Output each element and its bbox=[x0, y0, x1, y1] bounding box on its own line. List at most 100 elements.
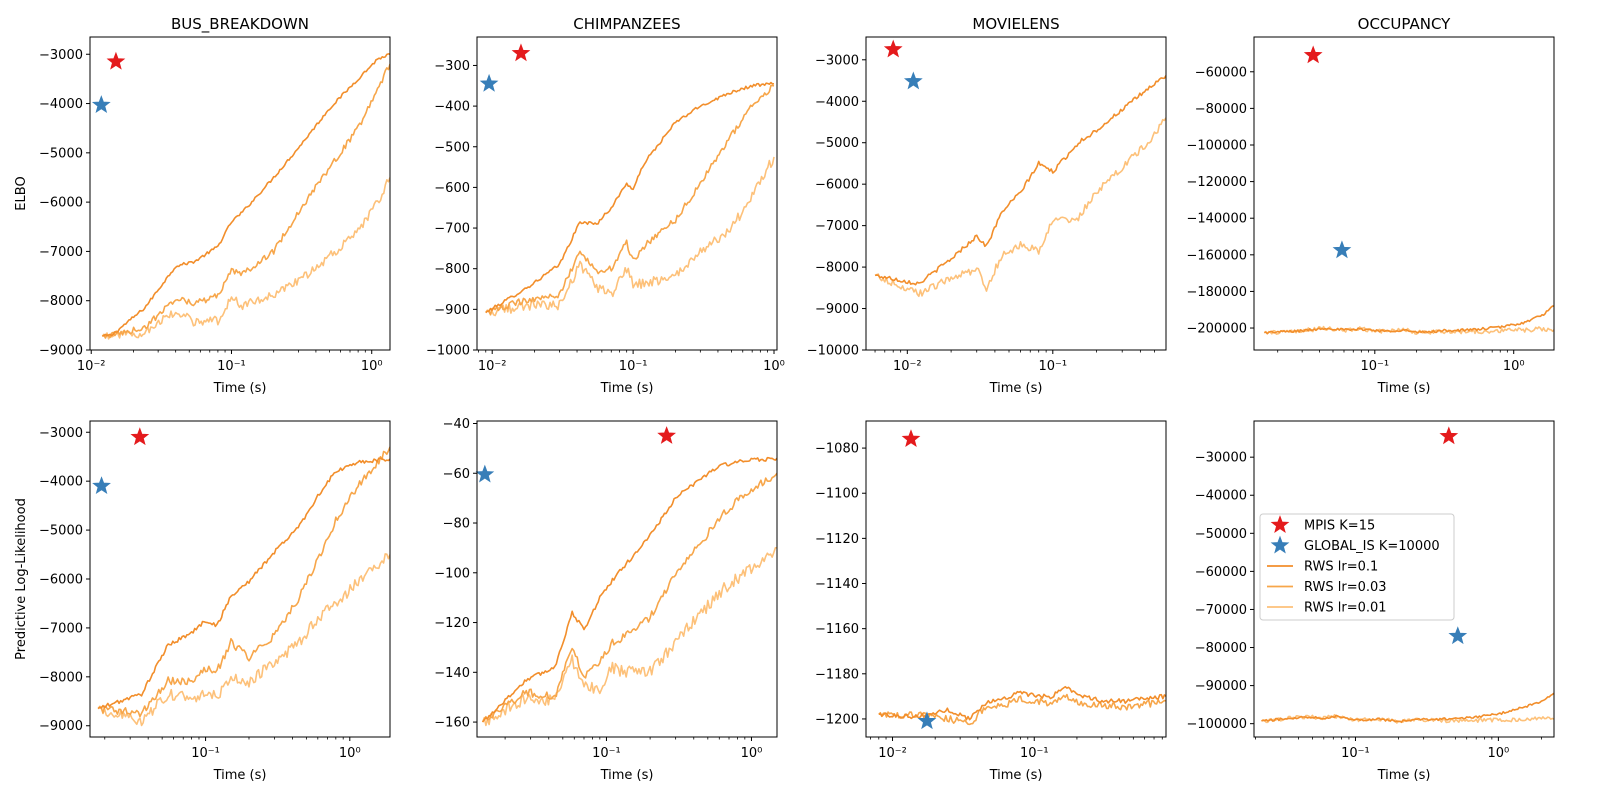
y-tick-label: −30000 bbox=[1195, 451, 1247, 466]
series-group bbox=[101, 53, 390, 340]
series-line-1 bbox=[1261, 692, 1554, 724]
legend-item: RWS lr=0.03 bbox=[1267, 580, 1387, 595]
x-axis-label: Time (s) bbox=[1377, 768, 1431, 783]
subplot-title: CHIMPANZEES bbox=[573, 15, 680, 33]
global-is-star-marker bbox=[903, 71, 923, 90]
subplot-title: MOVIELENS bbox=[972, 15, 1059, 33]
series-line-1 bbox=[874, 75, 1166, 286]
legend-label: GLOBAL_IS K=10000 bbox=[1304, 539, 1440, 554]
y-tick-label: −1200 bbox=[815, 712, 859, 727]
series-line-2 bbox=[1261, 713, 1554, 724]
y-tick-label: −50000 bbox=[1195, 527, 1247, 542]
series-line-2 bbox=[481, 472, 777, 723]
y-tick-label: −90000 bbox=[1195, 679, 1247, 694]
y-tick-label: −5000 bbox=[39, 524, 83, 539]
y-tick-label: −60 bbox=[443, 467, 470, 482]
axes-frame bbox=[89, 36, 391, 351]
axes-frame bbox=[865, 36, 1167, 351]
axes-frame bbox=[476, 420, 778, 738]
global-is-star-marker bbox=[92, 476, 111, 495]
series-group bbox=[1263, 305, 1554, 335]
subplot-8: −100000 −90000 −80000 −70000 −60000 −50000 −40… bbox=[1186, 420, 1555, 783]
mpis-star-marker bbox=[511, 43, 531, 62]
y-tick-label: −1080 bbox=[815, 442, 859, 457]
y-tick-label: −100000 bbox=[1186, 138, 1247, 153]
y-tick-label: −6000 bbox=[815, 178, 859, 193]
subplot-4: −200000 −180000 −160000 −140000 −120000 −1000… bbox=[1186, 15, 1555, 396]
global-is-star-marker bbox=[475, 464, 495, 483]
x-tick-label: 10⁻¹ bbox=[217, 359, 246, 374]
x-tick-label: 10⁻¹ bbox=[592, 746, 621, 761]
axes-frame bbox=[1253, 36, 1555, 351]
x-tick-label: 10⁰ bbox=[741, 746, 763, 761]
legend-star-icon bbox=[1270, 515, 1290, 533]
y-tick-label: −4000 bbox=[39, 475, 83, 490]
y-tick-label: −140000 bbox=[1186, 212, 1247, 227]
series-line-3 bbox=[97, 553, 390, 727]
x-tick-label: 10⁻¹ bbox=[1360, 359, 1389, 374]
y-tick-label: −160 bbox=[434, 716, 470, 731]
series-line-3 bbox=[481, 546, 777, 727]
mpis-star-marker bbox=[1439, 426, 1459, 445]
mpis-star-marker bbox=[883, 39, 903, 58]
y-tick-label: −7000 bbox=[39, 245, 83, 260]
subplot-3: −10000 −9000 −8000 −7000 −6000 −5000 −4000 −300… bbox=[807, 15, 1167, 396]
x-tick-label: 10⁻¹ bbox=[191, 746, 220, 761]
legend-label: MPIS K=15 bbox=[1304, 519, 1375, 534]
legend-box bbox=[1259, 513, 1455, 621]
y-tick-label: −40 bbox=[443, 417, 470, 432]
x-axis-label: Time (s) bbox=[213, 768, 267, 783]
y-tick-label: −60000 bbox=[1195, 565, 1247, 580]
y-tick-label: −1100 bbox=[815, 487, 859, 502]
y-tick-label: −80 bbox=[443, 517, 470, 532]
x-axis-label: Time (s) bbox=[600, 381, 654, 396]
y-tick-label: −6000 bbox=[39, 196, 83, 211]
y-tick-label: −7000 bbox=[39, 621, 83, 636]
mpis-star-marker bbox=[901, 429, 921, 448]
x-tick-label: 10⁻² bbox=[478, 359, 507, 374]
y-tick-label: −140 bbox=[434, 666, 470, 681]
y-tick-label: −3000 bbox=[39, 48, 83, 63]
y-tick-label: −80000 bbox=[1195, 102, 1247, 117]
series-group bbox=[485, 81, 775, 317]
subplot-title: BUS_BREAKDOWN bbox=[171, 15, 309, 34]
legend-label: RWS lr=0.03 bbox=[1304, 580, 1387, 595]
legend-item: RWS lr=0.1 bbox=[1267, 560, 1378, 575]
y-tick-label: −8000 bbox=[39, 670, 83, 685]
global-is-star-marker bbox=[91, 95, 111, 113]
y-tick-label: −3000 bbox=[39, 426, 83, 441]
x-tick-label: 10⁰ bbox=[1503, 359, 1525, 374]
legend: MPIS K=15 GLOBAL_IS K=10000 RWS lr=0.1 RWS … bbox=[1259, 513, 1455, 621]
y-tick-label: −300 bbox=[434, 59, 470, 74]
y-tick-label: −1160 bbox=[815, 622, 859, 637]
x-axis-label: Time (s) bbox=[213, 381, 267, 396]
y-tick-label: −120000 bbox=[1186, 175, 1247, 190]
subplot-7: −1200 −1180 −1160 −1140 −1120 −1100 −1080 10⁻² 1… bbox=[815, 420, 1167, 783]
x-tick-label: 10⁰ bbox=[361, 359, 383, 374]
subplot-5: −9000 −8000 −7000 −6000 −5000 −4000 −3000 10⁻¹ 1… bbox=[14, 420, 391, 783]
y-tick-label: −7000 bbox=[815, 219, 859, 234]
y-tick-label: −600 bbox=[434, 181, 470, 196]
series-line-3 bbox=[101, 177, 390, 340]
series-group bbox=[97, 446, 390, 727]
y-tick-label: −10000 bbox=[807, 344, 859, 359]
series-line-1 bbox=[102, 53, 390, 337]
y-tick-label: −5000 bbox=[39, 146, 83, 161]
x-tick-label: 10⁻¹ bbox=[1038, 359, 1067, 374]
y-tick-label: −70000 bbox=[1195, 603, 1247, 618]
subplot-1: −9000 −8000 −7000 −6000 −5000 −4000 −3000 10⁻² 1… bbox=[14, 15, 391, 396]
y-tick-label: −4000 bbox=[815, 95, 859, 110]
y-tick-label: −8000 bbox=[815, 261, 859, 276]
y-tick-label: −9000 bbox=[815, 302, 859, 317]
y-tick-label: −160000 bbox=[1186, 248, 1247, 263]
series-line-2 bbox=[878, 693, 1166, 726]
x-tick-label: 10⁻¹ bbox=[619, 359, 648, 374]
global-is-star-marker bbox=[479, 73, 499, 92]
x-axis-label: Time (s) bbox=[600, 768, 654, 783]
series-line-2 bbox=[101, 63, 390, 339]
series-group bbox=[481, 456, 777, 727]
series-group bbox=[1261, 692, 1554, 724]
y-tick-label: −180000 bbox=[1186, 285, 1247, 300]
y-tick-label: −100 bbox=[434, 566, 470, 581]
